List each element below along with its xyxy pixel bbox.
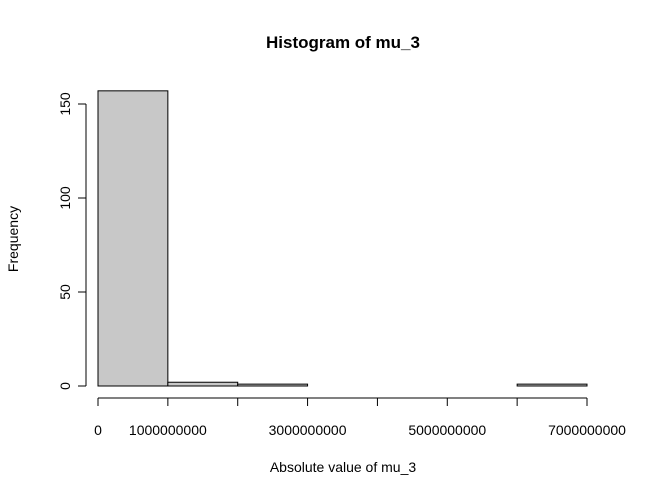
x-tick-label-1: 1000000000: [129, 422, 207, 438]
histogram-bar-2: [237, 383, 309, 387]
y-axis: 0 50 100 150: [57, 92, 87, 390]
y-tick-label-3: 150: [57, 92, 73, 116]
chart-title: Histogram of mu_3: [266, 33, 420, 52]
x-tick-label-0: 0: [94, 422, 102, 438]
x-tick-label-7: 7000000000: [548, 422, 626, 438]
x-axis-label: Absolute value of mu_3: [270, 459, 417, 475]
x-tick-label-5: 5000000000: [408, 422, 486, 438]
histogram-bar-6: [516, 383, 588, 387]
y-tick-label-1: 50: [57, 284, 73, 300]
y-tick-label-2: 100: [57, 186, 73, 210]
histogram-bar-0: [97, 90, 169, 387]
histogram-bar-1: [167, 381, 239, 387]
x-tick-label-3: 3000000000: [269, 422, 347, 438]
y-tick-label-0: 0: [57, 382, 73, 390]
x-axis: 0 1000000000 3000000000 5000000000 700000000…: [94, 397, 626, 438]
y-axis-label: Frequency: [5, 206, 21, 272]
bars-group: [97, 90, 588, 387]
